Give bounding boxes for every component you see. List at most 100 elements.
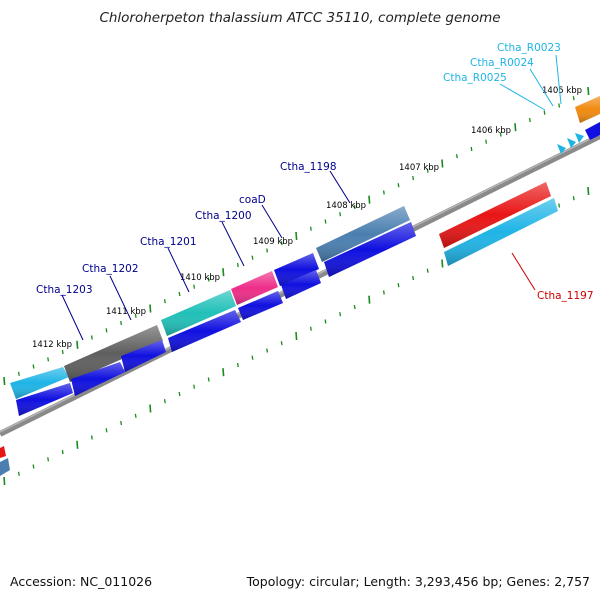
gene-row2-9[interactable]	[585, 122, 600, 140]
gene-left-red[interactable]	[0, 446, 6, 458]
outer-tick	[572, 96, 575, 101]
outer-tick	[61, 349, 64, 355]
gene-label-ctha-1203[interactable]: Ctha_1203	[36, 284, 93, 296]
outer-tick	[266, 248, 269, 253]
gene-label-ctha-r0024[interactable]: Ctha_R0024	[470, 57, 534, 69]
gene-ctha-1197-top[interactable]	[439, 182, 551, 248]
gene-row2-1[interactable]	[16, 383, 73, 416]
leader-ctha-1197	[511, 252, 536, 291]
inner-tick	[266, 348, 269, 353]
gene-left-blue[interactable]	[0, 458, 10, 476]
leader-coad	[261, 204, 283, 239]
leader-ctha-1203	[61, 294, 84, 341]
rna-marker-r0023[interactable]	[557, 144, 566, 154]
inner-tick	[339, 312, 342, 317]
outer-tick	[309, 226, 312, 231]
rna-marker-r0025[interactable]	[575, 133, 584, 143]
gene-coad-top[interactable]	[231, 271, 278, 305]
outer-tick	[149, 304, 152, 313]
gene-row2-7[interactable]	[324, 222, 416, 277]
inner-tick	[149, 404, 152, 413]
inner-tick	[193, 384, 196, 389]
inner-tick	[382, 290, 385, 295]
outer-tick	[324, 219, 327, 224]
inner-tick	[90, 435, 93, 440]
gene-label-ctha-1201[interactable]: Ctha_1201	[140, 236, 197, 248]
outer-tick	[76, 340, 79, 349]
inner-tick	[309, 326, 312, 331]
gene-label-ctha-1197[interactable]: Ctha_1197	[537, 290, 594, 302]
outer-tick	[528, 117, 531, 123]
inner-tick	[587, 186, 590, 196]
outer-tick	[426, 168, 429, 173]
leader-r0025	[499, 83, 546, 111]
gene-row2-5[interactable]	[238, 291, 283, 320]
gene-ctha-1201-top[interactable]	[161, 290, 236, 336]
inner-tick	[178, 391, 181, 397]
outer-tick	[368, 195, 371, 204]
gene-ctha-1202-top[interactable]	[64, 325, 163, 382]
kbp-label-1409: 1409 kbp	[253, 237, 293, 247]
inner-tick	[32, 464, 35, 469]
outer-tick	[455, 154, 458, 159]
outer-tick	[251, 255, 254, 260]
outer-tick	[222, 268, 225, 277]
inner-tick	[368, 295, 371, 304]
leader-ctha-1201	[167, 247, 190, 293]
gene-label-ctha-1198[interactable]: Ctha_1198	[280, 161, 337, 173]
outer-tick	[193, 284, 196, 289]
leader-ctha-1200	[221, 221, 245, 267]
outer-tick	[178, 291, 181, 297]
kbp-label-1410: 1410 kbp	[180, 273, 220, 283]
outer-tick	[47, 357, 50, 362]
kbp-label-1408: 1408 kbp	[326, 201, 366, 211]
kbp-label-1405: 1405 kbp	[542, 86, 582, 96]
inner-tick	[295, 331, 298, 341]
kbp-label-1411: 1411 kbp	[106, 307, 146, 317]
inner-tick	[134, 413, 137, 418]
outer-tick	[3, 376, 6, 386]
inner-tick	[397, 283, 400, 288]
gene-ctha-1198-top[interactable]	[316, 206, 410, 262]
gene-label-ctha-1202[interactable]: Ctha_1202	[82, 263, 139, 275]
inner-tick	[47, 457, 50, 462]
inner-tick	[353, 304, 356, 310]
leader-ctha-1202	[109, 275, 132, 321]
outer-tick	[485, 139, 488, 144]
inner-tick	[76, 440, 79, 449]
inner-tick	[280, 341, 283, 346]
gene-row2-8[interactable]	[444, 198, 558, 266]
gene-label-ctha-1200[interactable]: Ctha_1200	[195, 210, 252, 222]
gene-label-ctha-r0025[interactable]: Ctha_R0025	[443, 72, 507, 84]
outer-tick	[412, 175, 415, 181]
outer-tick	[207, 277, 210, 282]
outer-tick	[339, 212, 342, 217]
inner-tick	[426, 268, 429, 273]
gene-row2-3[interactable]	[121, 340, 166, 372]
gene-row2-4[interactable]	[168, 310, 241, 352]
gene-row2-6[interactable]	[281, 270, 321, 299]
gene-ctha-1200-top[interactable]	[274, 253, 319, 286]
kbp-label-1406: 1406 kbp	[471, 126, 511, 136]
gene-orange-top[interactable]	[575, 96, 600, 123]
outer-tick	[236, 262, 239, 268]
inner-tick	[251, 355, 254, 360]
inner-tick	[572, 196, 575, 201]
gene-ctha-1203-top[interactable]	[10, 367, 69, 399]
outer-tick-ruler	[3, 86, 590, 386]
leader-r0024	[529, 68, 554, 107]
inner-tick	[222, 368, 225, 377]
outer-tick	[295, 231, 298, 241]
inner-tick	[324, 319, 327, 324]
outer-tick	[17, 371, 20, 376]
gene-label-coad[interactable]: coaD	[239, 194, 266, 206]
inner-tick	[120, 420, 123, 426]
gene-row2-2[interactable]	[71, 362, 125, 396]
inner-tick	[441, 259, 444, 268]
gene-label-ctha-r0023[interactable]: Ctha_R0023	[497, 42, 561, 54]
outer-tick	[90, 335, 93, 340]
kbp-label-1407: 1407 kbp	[399, 163, 439, 173]
inner-tick	[236, 362, 239, 368]
rna-marker-r0024[interactable]	[567, 138, 576, 148]
